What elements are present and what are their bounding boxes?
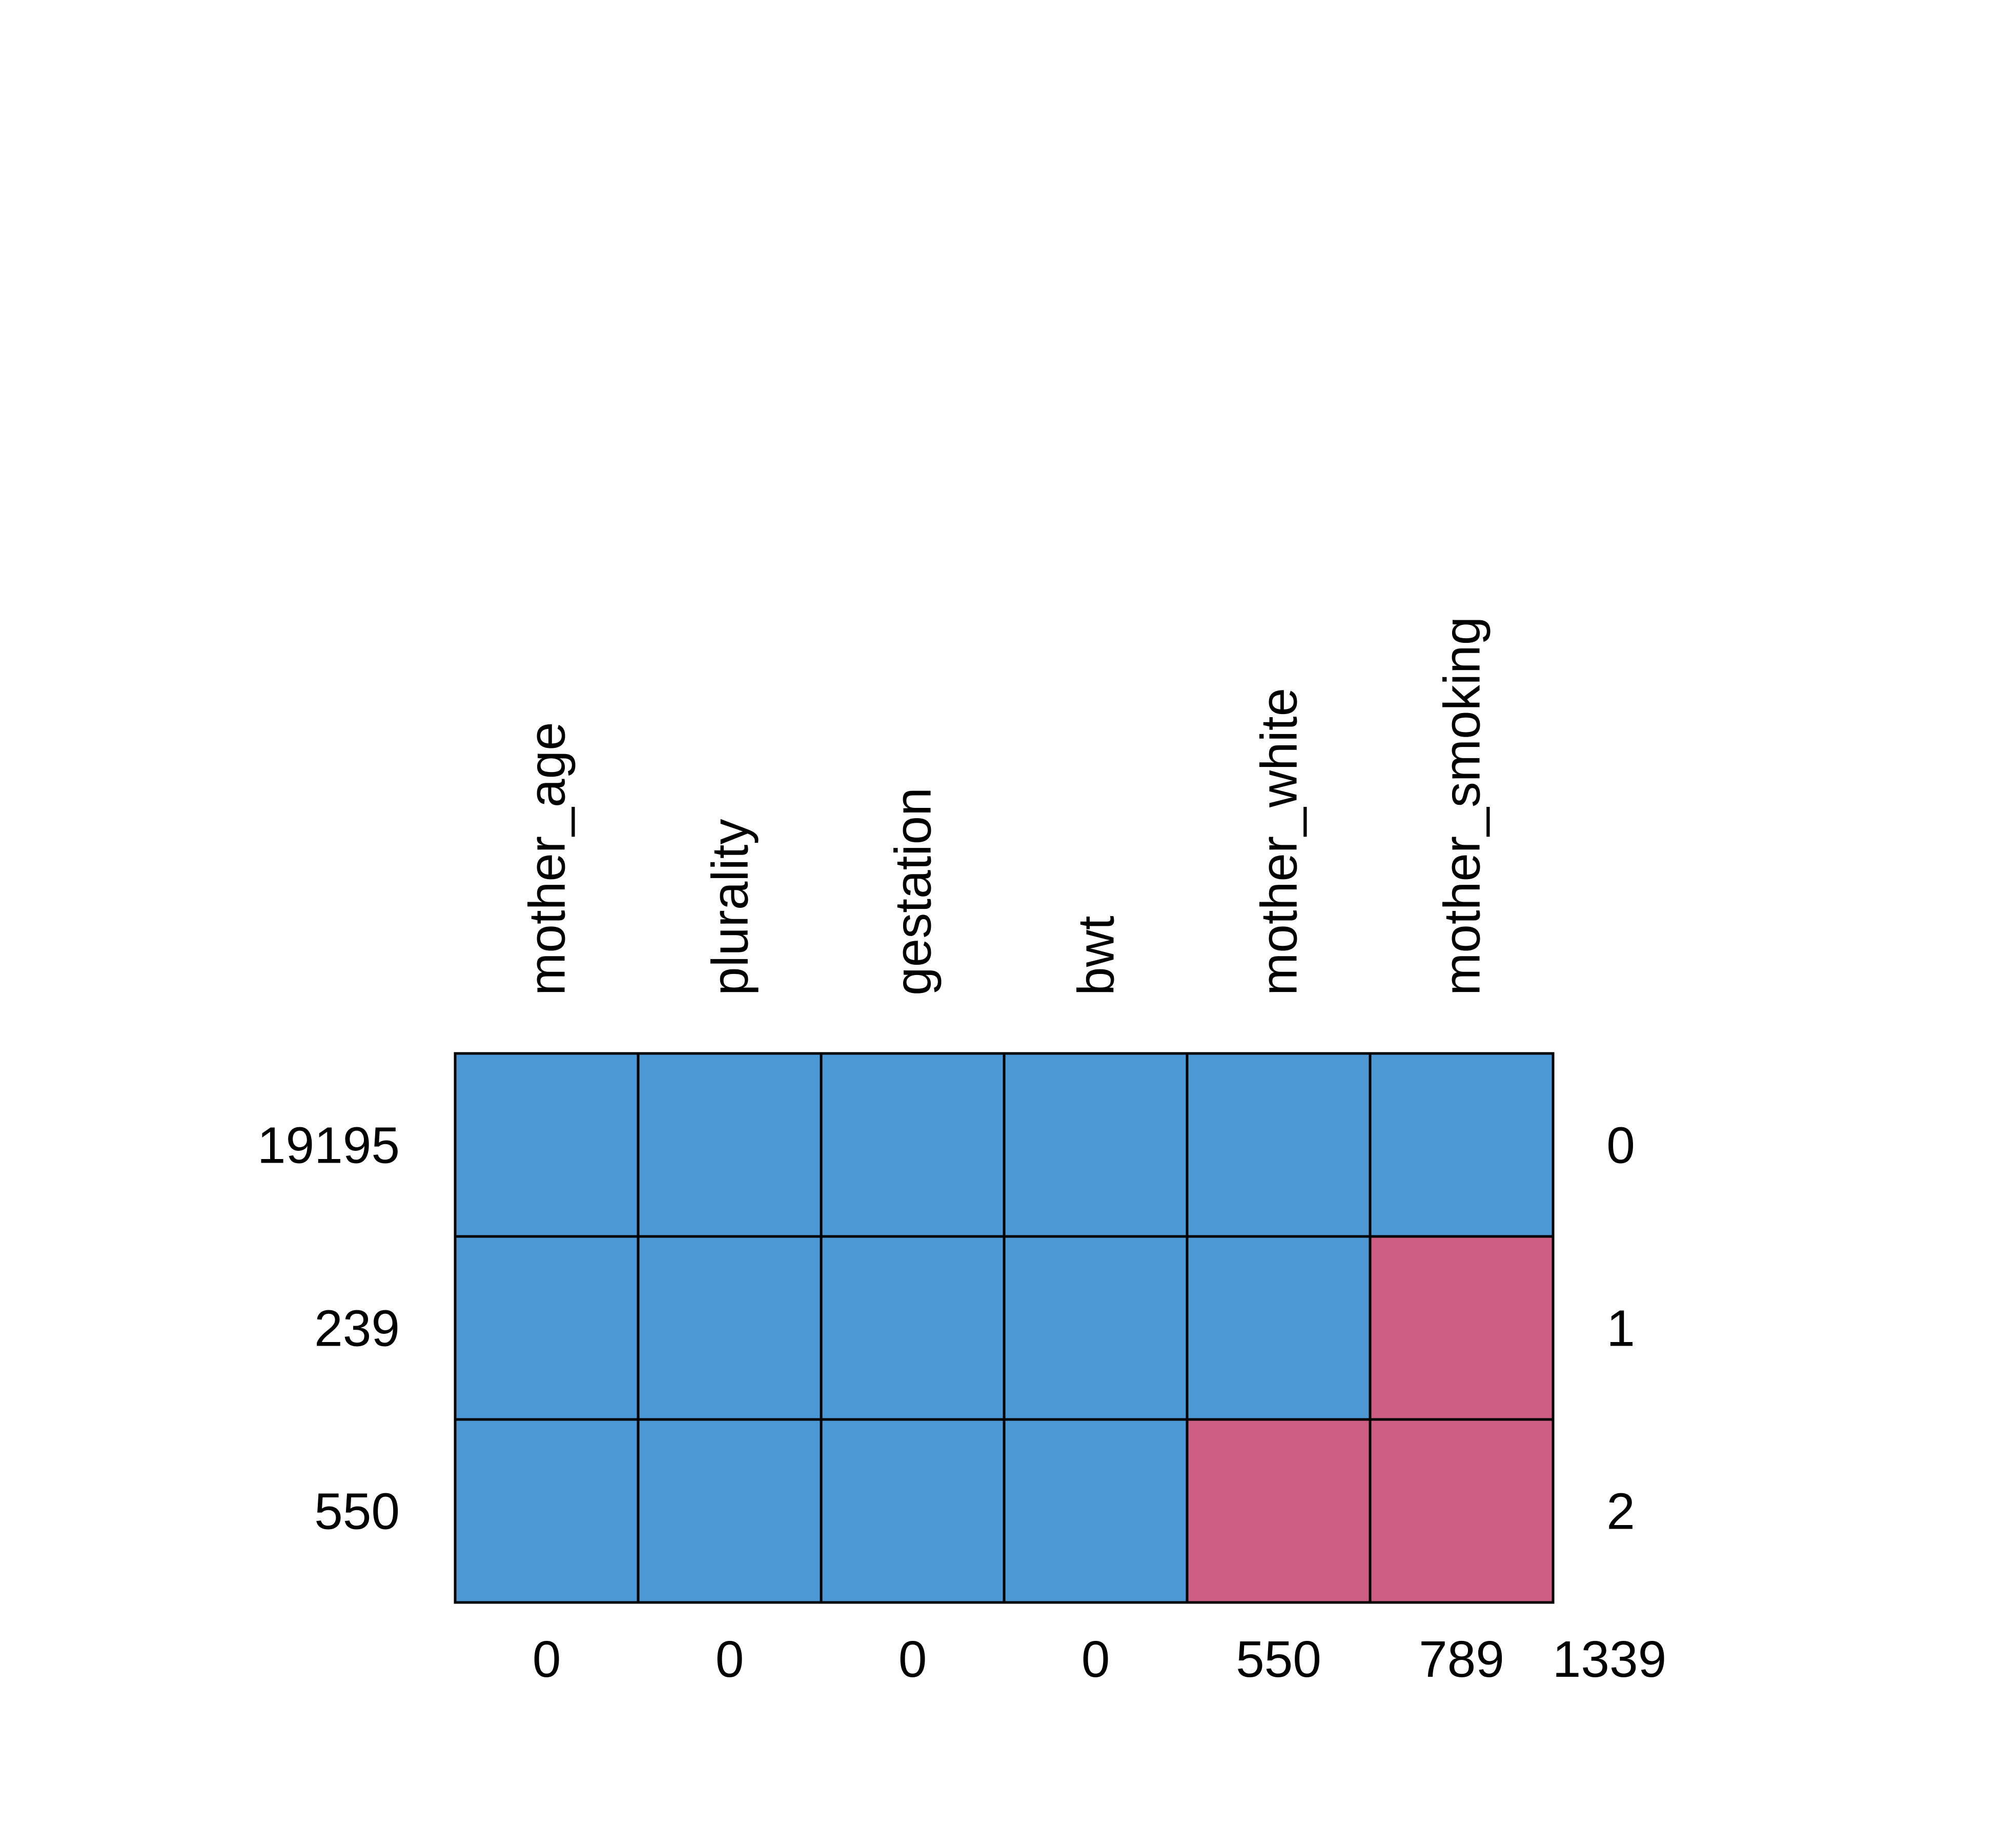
row-missing-labels: 0 1 2 (1606, 1117, 1635, 1540)
row-count-label: 239 (314, 1300, 400, 1357)
pattern-cell-observed (637, 1235, 823, 1421)
pattern-cell-observed (820, 1052, 1006, 1238)
pattern-cell-missing (1186, 1418, 1372, 1604)
pattern-cell-observed (454, 1235, 640, 1421)
pattern-cell-observed (1186, 1052, 1372, 1238)
grand-total-missing: 1339 (1553, 1631, 1666, 1688)
pattern-cell-observed (1003, 1052, 1189, 1238)
pattern-cell-observed (1369, 1052, 1555, 1238)
column-missing-totals: 0 0 0 0 550 789 1339 (533, 1631, 1667, 1688)
column-label: plurality (702, 819, 759, 996)
pattern-cell-observed (454, 1418, 640, 1604)
column-labels: mother_age plurality gestation bwt mother_wh… (519, 617, 1491, 996)
pattern-cell-observed (1003, 1235, 1189, 1421)
row-missing-label: 1 (1606, 1300, 1635, 1357)
pattern-cell-observed (1003, 1418, 1189, 1604)
pattern-cell-missing (1369, 1418, 1555, 1604)
row-count-label: 19195 (257, 1117, 400, 1174)
pattern-cell-missing (1369, 1235, 1555, 1421)
column-missing-total: 550 (1236, 1631, 1321, 1688)
column-label: bwt (1068, 916, 1125, 996)
column-label: gestation (885, 787, 942, 996)
row-count-label: 550 (314, 1483, 400, 1540)
pattern-cell-observed (820, 1235, 1006, 1421)
column-label: mother_smoking (1434, 617, 1491, 996)
row-missing-label: 2 (1606, 1483, 1635, 1540)
column-missing-total: 789 (1419, 1631, 1504, 1688)
row-missing-label: 0 (1606, 1117, 1635, 1174)
pattern-cells (454, 1052, 1555, 1604)
pattern-cell-observed (637, 1052, 823, 1238)
column-missing-total: 0 (533, 1631, 561, 1688)
pattern-cell-observed (454, 1052, 640, 1238)
pattern-cell-observed (1186, 1235, 1372, 1421)
column-missing-total: 0 (716, 1631, 744, 1688)
column-label: mother_age (519, 722, 576, 996)
column-missing-total: 0 (899, 1631, 927, 1688)
column-label: mother_white (1251, 688, 1308, 996)
row-count-labels: 19195 239 550 (257, 1117, 400, 1540)
column-missing-total: 0 (1082, 1631, 1110, 1688)
pattern-cell-observed (820, 1418, 1006, 1604)
pattern-cell-observed (637, 1418, 823, 1604)
